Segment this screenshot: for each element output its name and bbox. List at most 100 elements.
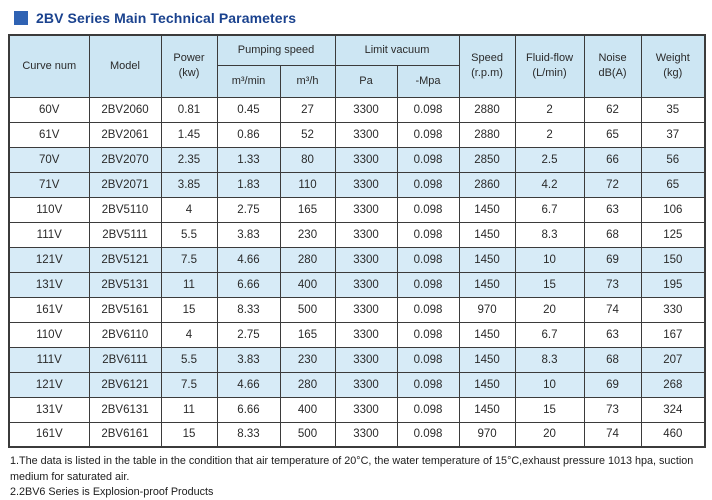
table-cell: 11 (160, 396, 218, 423)
table-row: 61V 2BV2061 1.45 0.86 52 3300 0.098 2880 2 65 37 (8, 121, 706, 148)
table-cell: 3300 (334, 246, 398, 273)
table-cell: 74 (583, 296, 642, 323)
header-noise: Noise dB(A) (583, 34, 642, 98)
table-cell: 7.5 (160, 371, 218, 398)
table-cell: 500 (279, 296, 336, 323)
table-row: 161V 2BV5161 15 8.33 500 3300 0.098 970 20 74 330 (8, 296, 706, 323)
table-cell: 2BV6161 (88, 421, 162, 448)
table-cell: 60V (8, 96, 90, 123)
table-cell: 3300 (334, 396, 398, 423)
table-cell: 68 (583, 346, 642, 373)
table-cell: 0.098 (396, 371, 460, 398)
table-cell: 2BV2060 (88, 96, 162, 123)
table-cell: 62 (583, 96, 642, 123)
table-cell: 268 (640, 371, 706, 398)
table-cell: 3300 (334, 146, 398, 173)
table-cell: 8.3 (514, 346, 585, 373)
table-cell: 165 (279, 321, 336, 348)
header-power-line1: Power (173, 52, 205, 65)
table-cell: 0.098 (396, 346, 460, 373)
table-cell: 15 (160, 296, 218, 323)
header-m3-h: m³/h (279, 64, 336, 98)
table-cell: 4 (160, 196, 218, 223)
table-cell: 0.098 (396, 121, 460, 148)
table-cell: 0.098 (396, 296, 460, 323)
table-cell: 167 (640, 321, 706, 348)
table-cell: 165 (279, 196, 336, 223)
table-cell: 8.33 (216, 421, 281, 448)
table-cell: 3.83 (216, 221, 281, 248)
table-cell: 2.35 (160, 146, 218, 173)
table-cell: 6.66 (216, 271, 281, 298)
table-cell: 0.86 (216, 121, 281, 148)
table-cell: 80 (279, 146, 336, 173)
table-cell: 3300 (334, 196, 398, 223)
table-cell: 1450 (458, 271, 516, 298)
table-cell: 2BV5121 (88, 246, 162, 273)
table-cell: 3.85 (160, 171, 218, 198)
table-cell: 52 (279, 121, 336, 148)
table-cell: 6.7 (514, 196, 585, 223)
table-cell: 3300 (334, 346, 398, 373)
table-cell: 2.75 (216, 321, 281, 348)
table-cell: 150 (640, 246, 706, 273)
table-header: Curve num Model Power (kw) Pumping speed… (8, 34, 706, 98)
table-cell: 2BV5110 (88, 196, 162, 223)
table-cell: 66 (583, 146, 642, 173)
table-cell: 65 (640, 171, 706, 198)
table-cell: 0.098 (396, 96, 460, 123)
table-cell: 0.098 (396, 171, 460, 198)
table-cell: 69 (583, 371, 642, 398)
table-cell: 2BV6131 (88, 396, 162, 423)
table-cell: 280 (279, 246, 336, 273)
table-cell: 5.5 (160, 221, 218, 248)
table-cell: 72 (583, 171, 642, 198)
table-cell: 330 (640, 296, 706, 323)
table-cell: 6.7 (514, 321, 585, 348)
table-cell: 3300 (334, 421, 398, 448)
table-cell: 6.66 (216, 396, 281, 423)
table-row: 71V 2BV2071 3.85 1.83 110 3300 0.098 2860 4.2 72 6… (8, 171, 706, 198)
table-cell: 2860 (458, 171, 516, 198)
table-cell: 71V (8, 171, 90, 198)
table-cell: 131V (8, 396, 90, 423)
table-cell: 0.45 (216, 96, 281, 123)
table-cell: 65 (583, 121, 642, 148)
table-cell: 4 (160, 321, 218, 348)
table-cell: 121V (8, 371, 90, 398)
page-title: 2BV Series Main Technical Parameters (36, 10, 297, 26)
table-cell: 4.66 (216, 371, 281, 398)
table-cell: 161V (8, 296, 90, 323)
header-weight-line1: Weight (655, 52, 690, 65)
table-cell: 460 (640, 421, 706, 448)
table-row: 60V 2BV2060 0.81 0.45 27 3300 0.098 2880 2 62 35 (8, 96, 706, 123)
table-cell: 69 (583, 246, 642, 273)
table-cell: 4.2 (514, 171, 585, 198)
header-fluid-flow: Fluid-flow (L/min) (514, 34, 585, 98)
table-cell: 2BV2061 (88, 121, 162, 148)
table-cell: 2BV2070 (88, 146, 162, 173)
table-cell: 3.83 (216, 346, 281, 373)
table-cell: 195 (640, 271, 706, 298)
table-cell: 3300 (334, 296, 398, 323)
table-cell: 1.45 (160, 121, 218, 148)
table-cell: 110V (8, 196, 90, 223)
table-cell: 3300 (334, 96, 398, 123)
header-power-line2: (kw) (178, 67, 200, 80)
table-cell: 110 (279, 171, 336, 198)
header-speed: Speed (r.p.m) (458, 34, 516, 98)
table-cell: 2BV6110 (88, 321, 162, 348)
header-power: Power (kw) (160, 34, 218, 98)
header-pumping-speed: Pumping speed (216, 34, 336, 66)
table-cell: 0.098 (396, 246, 460, 273)
table-cell: 1450 (458, 221, 516, 248)
technical-parameters-table: Curve num Model Power (kw) Pumping speed… (8, 34, 707, 448)
table-cell: 400 (279, 271, 336, 298)
table-cell: 3300 (334, 321, 398, 348)
table-cell: 70V (8, 146, 90, 173)
table-cell: 207 (640, 346, 706, 373)
table-cell: 500 (279, 421, 336, 448)
header-curve-num: Curve num (8, 34, 90, 98)
table-row: 110V 2BV6110 4 2.75 165 3300 0.098 1450 6.7 63 167 (8, 321, 706, 348)
